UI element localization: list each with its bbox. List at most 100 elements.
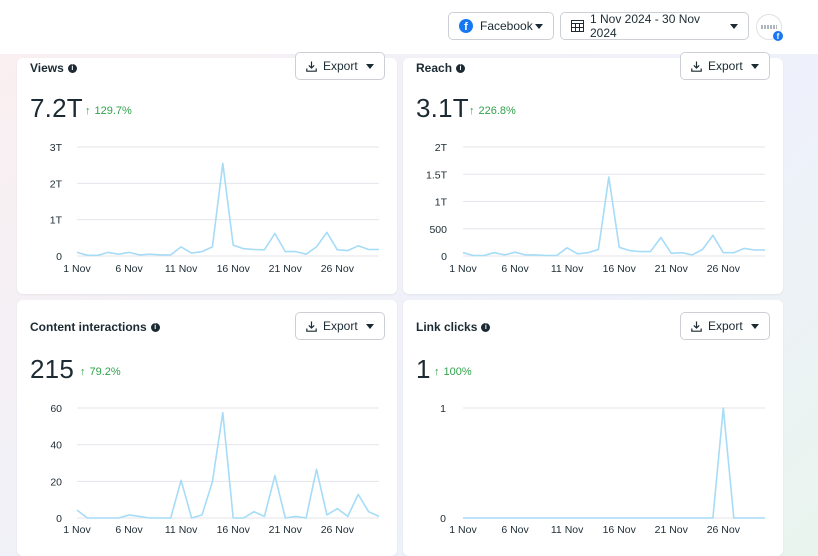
- export-button[interactable]: Export: [295, 52, 385, 80]
- platform-selector[interactable]: f Facebook: [448, 12, 554, 40]
- x-tick-label: 16 Nov: [603, 263, 637, 275]
- card-title: Content interactions i: [30, 320, 160, 334]
- card-title: Link clicks i: [416, 320, 491, 334]
- series-line: [462, 176, 765, 257]
- content-interactions-title: Content interactions: [30, 320, 147, 334]
- chevron-down-icon: [366, 63, 374, 69]
- metric-value: 3.1T: [416, 93, 469, 123]
- arrow-up-icon: ↑: [80, 366, 86, 378]
- facebook-icon: f: [459, 19, 473, 33]
- metric-change: ↑ 226.8%: [469, 105, 516, 117]
- x-tick-label: 16 Nov: [603, 524, 637, 536]
- y-tick-label: 3T: [50, 142, 63, 154]
- y-tick-label: 40: [50, 440, 62, 452]
- link-clicks-chart: 011 Nov 6 Nov 11 Nov 16 Nov 21 Nov 26 Nov: [440, 403, 765, 536]
- date-range-picker[interactable]: 1 Nov 2024 - 30 Nov 2024: [560, 12, 749, 40]
- series-line: [463, 407, 765, 519]
- x-tick-label: 26 Nov: [321, 524, 355, 536]
- reach-card: Reach i Export 3.1T ↑ 226.8% 0 500 1T 1.5T 2…: [403, 52, 783, 294]
- series-line: [76, 162, 379, 257]
- page-avatar[interactable]: f: [756, 14, 783, 41]
- x-tick-label: 16 Nov: [217, 524, 251, 536]
- metric-value: 1: [416, 354, 431, 384]
- y-tick-label: 0: [56, 251, 62, 263]
- info-icon[interactable]: i: [150, 322, 160, 332]
- export-content: Export: [691, 59, 743, 73]
- export-label: Export: [708, 59, 743, 73]
- metric-change-value: 129.7%: [94, 105, 132, 117]
- x-tick-label: 21 Nov: [269, 524, 303, 536]
- info-icon[interactable]: i: [456, 63, 466, 73]
- facebook-badge-icon: f: [773, 31, 783, 41]
- y-tick-label: 2T: [435, 142, 448, 154]
- chevron-down-icon: [751, 63, 759, 69]
- metric-change-value: 226.8%: [478, 105, 516, 117]
- x-tick-label: 6 Nov: [501, 524, 529, 536]
- x-tick-label: 21 Nov: [655, 524, 689, 536]
- platform-label: Facebook: [480, 19, 533, 33]
- export-label: Export: [323, 319, 358, 333]
- chevron-down-icon: [535, 23, 543, 29]
- x-tick-label: 26 Nov: [707, 263, 741, 275]
- content-interactions-card: Content interactions i Export 215 ↑ 79.2…: [17, 300, 397, 556]
- x-tick-label: 11 Nov: [551, 524, 584, 536]
- series-line: [76, 411, 380, 519]
- platform-selector-content: f Facebook: [459, 19, 533, 33]
- download-icon: [306, 321, 317, 332]
- reach-title: Reach: [416, 61, 453, 75]
- x-tick-label: 26 Nov: [707, 524, 741, 536]
- export-content: Export: [306, 319, 358, 333]
- link-clicks-title: Link clicks: [416, 320, 478, 334]
- info-icon[interactable]: i: [67, 63, 77, 73]
- chevron-down-icon: [730, 23, 738, 29]
- x-tick-label: 11 Nov: [165, 524, 198, 536]
- card-title: Views i: [30, 61, 77, 75]
- x-tick-label: 1 Nov: [63, 524, 91, 536]
- export-button[interactable]: Export: [680, 52, 770, 80]
- metric-change: ↑ 79.2%: [80, 366, 121, 378]
- y-tick-label: 1: [440, 403, 446, 415]
- x-tick-label: 16 Nov: [217, 263, 251, 275]
- export-content: Export: [691, 319, 743, 333]
- x-tick-label: 21 Nov: [655, 263, 689, 275]
- metric-change: ↑ 129.7%: [85, 105, 132, 117]
- arrow-up-icon: ↑: [85, 105, 91, 117]
- y-tick-label: 0: [440, 513, 446, 525]
- top-bar: f Facebook 1 Nov 2024 - 30 Nov 2024 f: [0, 0, 818, 54]
- y-tick-label: 20: [50, 476, 62, 488]
- metric-change-value: 79.2%: [89, 366, 121, 378]
- x-tick-label: 11 Nov: [165, 263, 198, 275]
- y-tick-label: 1T: [435, 197, 448, 209]
- x-tick-label: 11 Nov: [551, 263, 584, 275]
- calendar-icon: [571, 20, 584, 32]
- download-icon: [691, 321, 702, 332]
- date-range-label: 1 Nov 2024 - 30 Nov 2024: [589, 12, 701, 40]
- x-tick-label: 6 Nov: [115, 524, 143, 536]
- export-button[interactable]: Export: [295, 312, 385, 340]
- views-chart: 0 1T 2T 3T 1 Nov 6 Nov 11 Nov 16 Nov 21 Nov 26 No…: [50, 142, 379, 275]
- avatar-logo: [761, 25, 777, 29]
- x-tick-label: 1 Nov: [449, 524, 477, 536]
- y-tick-label: 60: [50, 403, 62, 415]
- metric-change-value: 100%: [443, 366, 472, 378]
- arrow-up-icon: ↑: [434, 366, 440, 378]
- download-icon: [691, 61, 702, 72]
- download-icon: [306, 61, 317, 72]
- y-tick-label: 0: [441, 251, 447, 263]
- export-label: Export: [708, 319, 743, 333]
- arrow-up-icon: ↑: [469, 105, 475, 117]
- metric-value: 215: [30, 354, 74, 384]
- content-interactions-chart: 0 20 40 60 1 Nov 6 Nov 11 Nov 16 Nov 21 Nov 26 No…: [50, 403, 380, 536]
- x-tick-label: 6 Nov: [115, 263, 143, 275]
- export-label: Export: [323, 59, 358, 73]
- info-icon[interactable]: i: [481, 322, 491, 332]
- metric-value: 7.2T: [30, 93, 83, 123]
- export-button[interactable]: Export: [680, 312, 770, 340]
- y-tick-label: 0: [56, 513, 62, 525]
- export-content: Export: [306, 59, 358, 73]
- x-tick-label: 21 Nov: [269, 263, 303, 275]
- x-tick-label: 1 Nov: [63, 263, 91, 275]
- y-tick-label: 2T: [50, 178, 63, 190]
- y-tick-label: 1T: [50, 215, 63, 227]
